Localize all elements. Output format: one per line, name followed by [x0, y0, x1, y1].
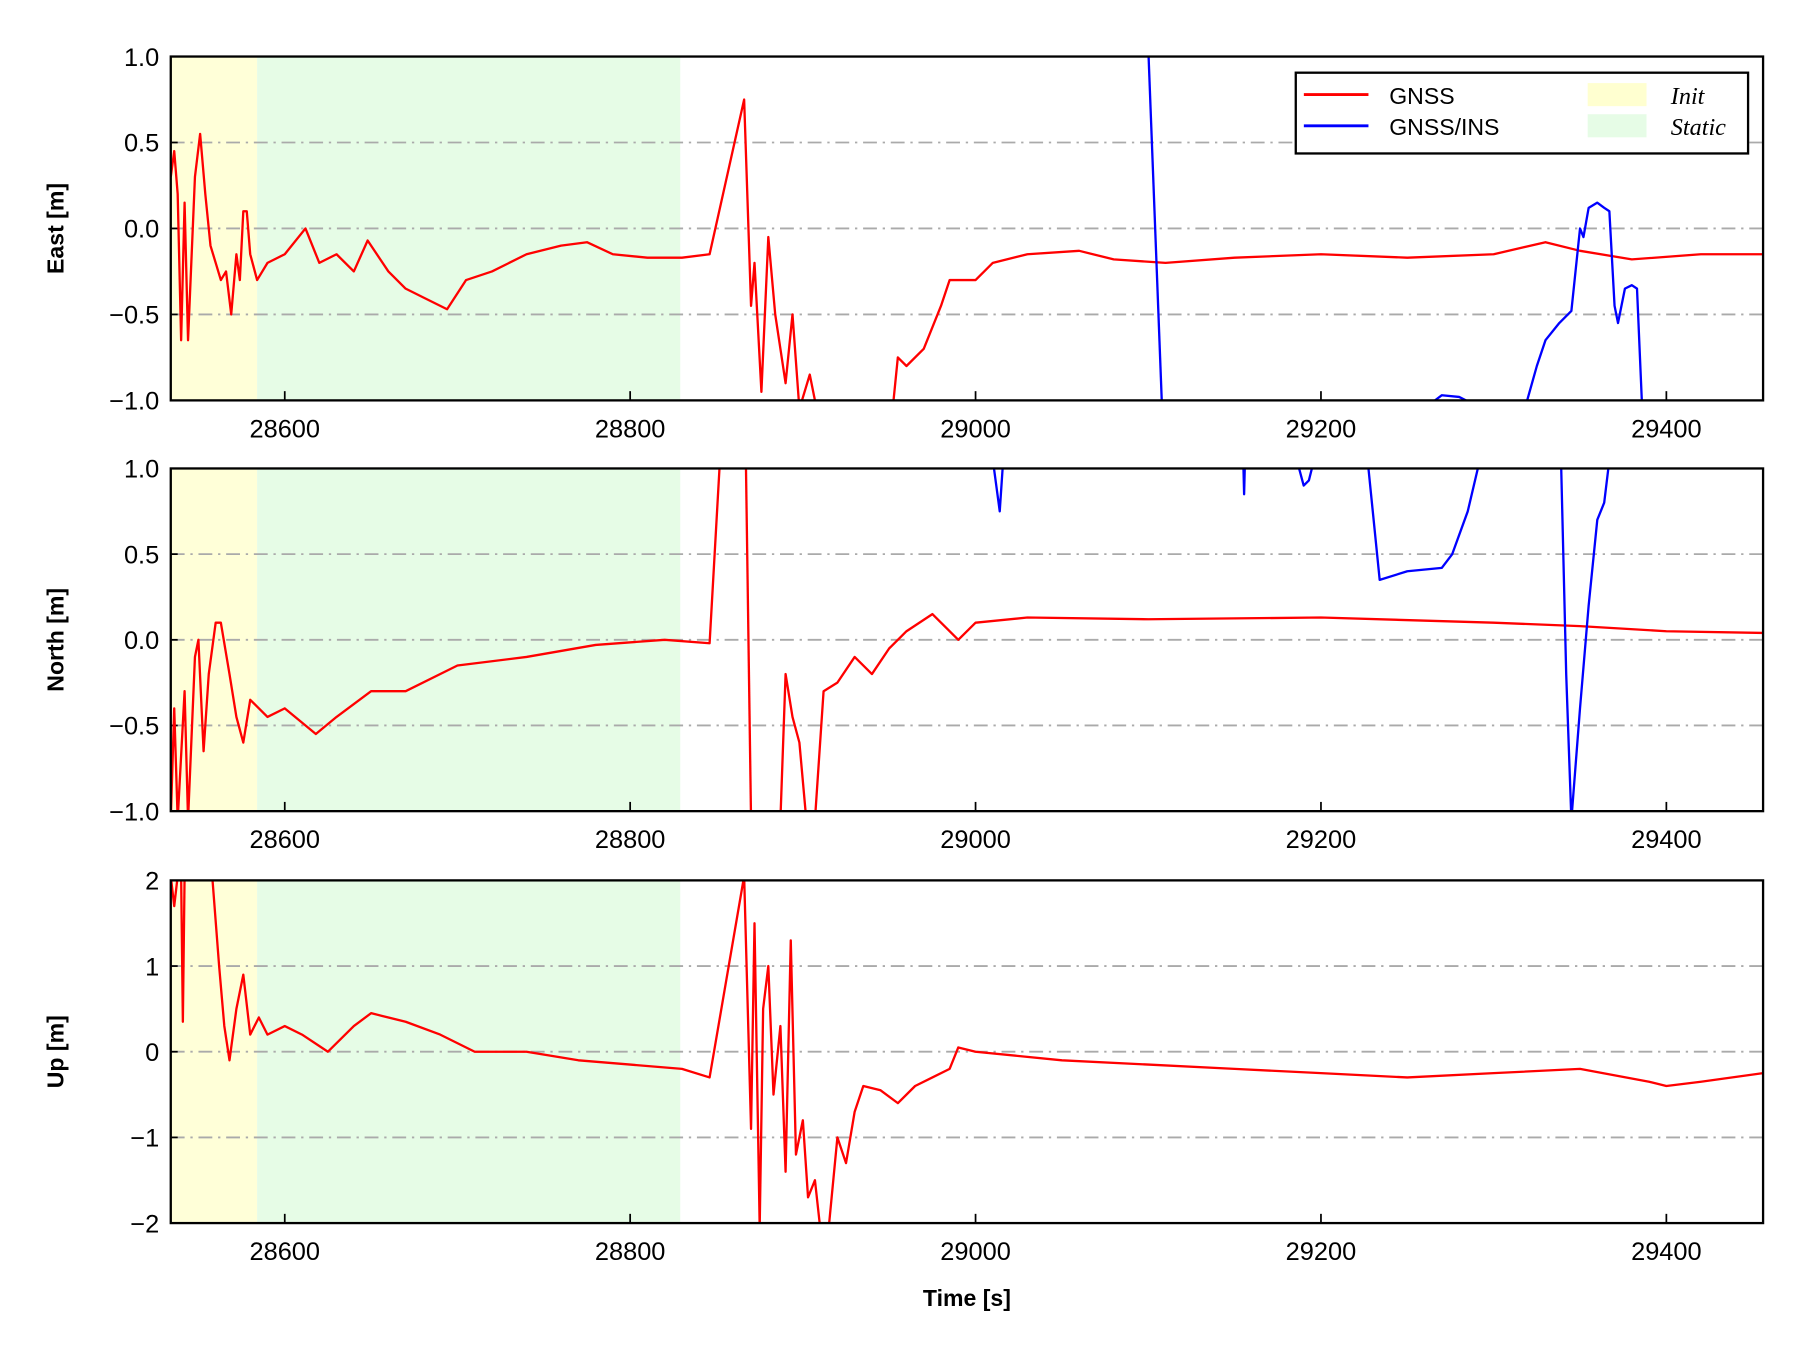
axes-frame — [169, 55, 1765, 402]
series-gnss-ins-line — [992, 468, 1004, 513]
legend-box — [1294, 71, 1750, 155]
legend-label: GNSS/INS — [1389, 114, 1499, 140]
series-gnss-line — [170, 98, 817, 401]
series-gnss-ins-line — [1297, 468, 1314, 487]
y-tick-label: 1.0 — [124, 456, 159, 484]
series-gnss-ins-line — [1434, 394, 1467, 401]
legend-patch-swatch — [1587, 83, 1647, 107]
legend-patch-swatch — [1587, 114, 1647, 138]
y-axis-label: North [m] — [42, 588, 68, 692]
series-gnss-line — [892, 241, 1764, 401]
y-tick-label: 1 — [145, 953, 159, 981]
x-tick-label: 28600 — [249, 415, 320, 443]
y-axis-label: East [m] — [42, 183, 68, 274]
x-tick-label: 29400 — [1631, 826, 1702, 854]
axes-frame — [169, 879, 1765, 1225]
series-gnss-line — [744, 468, 753, 812]
y-axis-label: Up [m] — [42, 1015, 68, 1088]
series-gnss-ins-line — [1560, 468, 1610, 812]
region-init — [170, 880, 258, 1224]
series-gnss-ins-line — [1147, 56, 1163, 401]
x-tick-label: 29200 — [1286, 826, 1357, 854]
y-tick-label: −0.5 — [109, 713, 159, 741]
x-tick-label: 28600 — [249, 1238, 320, 1266]
x-tick-label: 29000 — [940, 826, 1011, 854]
x-tick-label: 29000 — [940, 1238, 1011, 1266]
series-gnss-line — [814, 612, 1764, 812]
panel-0: 1.0 0.5 0.0 −0.5 −1.0 28600 28800 29000 29200 294… — [42, 44, 1765, 443]
series-gnss-line — [180, 880, 186, 1023]
x-tick-label: 28800 — [595, 826, 666, 854]
y-tick-label: 0.5 — [124, 130, 159, 158]
series-gnss-ins-line — [1525, 201, 1643, 401]
y-tick-label: −2 — [130, 1210, 159, 1238]
x-tick-label: 29000 — [940, 415, 1011, 443]
legend: GNSS GNSS/INS Init Static — [1294, 71, 1750, 155]
panel-2: 2 1 0 −1 −2 28600 28800 29000 29200 29400 Up [m] Ti… — [42, 868, 1765, 1311]
legend-label: Static — [1671, 114, 1726, 141]
x-tick-label: 28600 — [249, 826, 320, 854]
series-gnss-ins-line — [1242, 468, 1246, 496]
panel-1: 1.0 0.5 0.0 −0.5 −1.0 28600 28800 29000 29200 294… — [42, 456, 1765, 854]
x-tick-label: 28800 — [595, 415, 666, 443]
y-tick-label: −0.5 — [109, 302, 159, 330]
x-tick-label: 28800 — [595, 1238, 666, 1266]
x-tick-label: 29200 — [1286, 1238, 1357, 1266]
legend-label: Init — [1670, 83, 1706, 110]
y-tick-label: 0.5 — [124, 541, 159, 569]
x-tick-label: 29200 — [1286, 415, 1357, 443]
series-gnss-line — [170, 468, 721, 812]
y-tick-label: 0.0 — [124, 627, 159, 655]
series-gnss-line — [211, 880, 1764, 1224]
series-gnss-line — [779, 672, 807, 812]
x-tick-label: 29400 — [1631, 415, 1702, 443]
y-tick-label: 1.0 — [124, 44, 159, 72]
series-gnss-ins-line — [1367, 468, 1480, 581]
y-tick-label: 0 — [145, 1039, 159, 1067]
legend-label: GNSS — [1389, 83, 1454, 109]
x-axis-label: Time [s] — [923, 1285, 1011, 1311]
y-tick-label: 2 — [145, 868, 159, 896]
x-tick-label: 29400 — [1631, 1238, 1702, 1266]
y-tick-label: −1.0 — [109, 798, 159, 826]
y-tick-label: 0.0 — [124, 216, 159, 244]
y-tick-label: −1.0 — [109, 388, 159, 416]
axes-frame — [169, 467, 1765, 813]
y-tick-label: −1 — [130, 1125, 159, 1153]
